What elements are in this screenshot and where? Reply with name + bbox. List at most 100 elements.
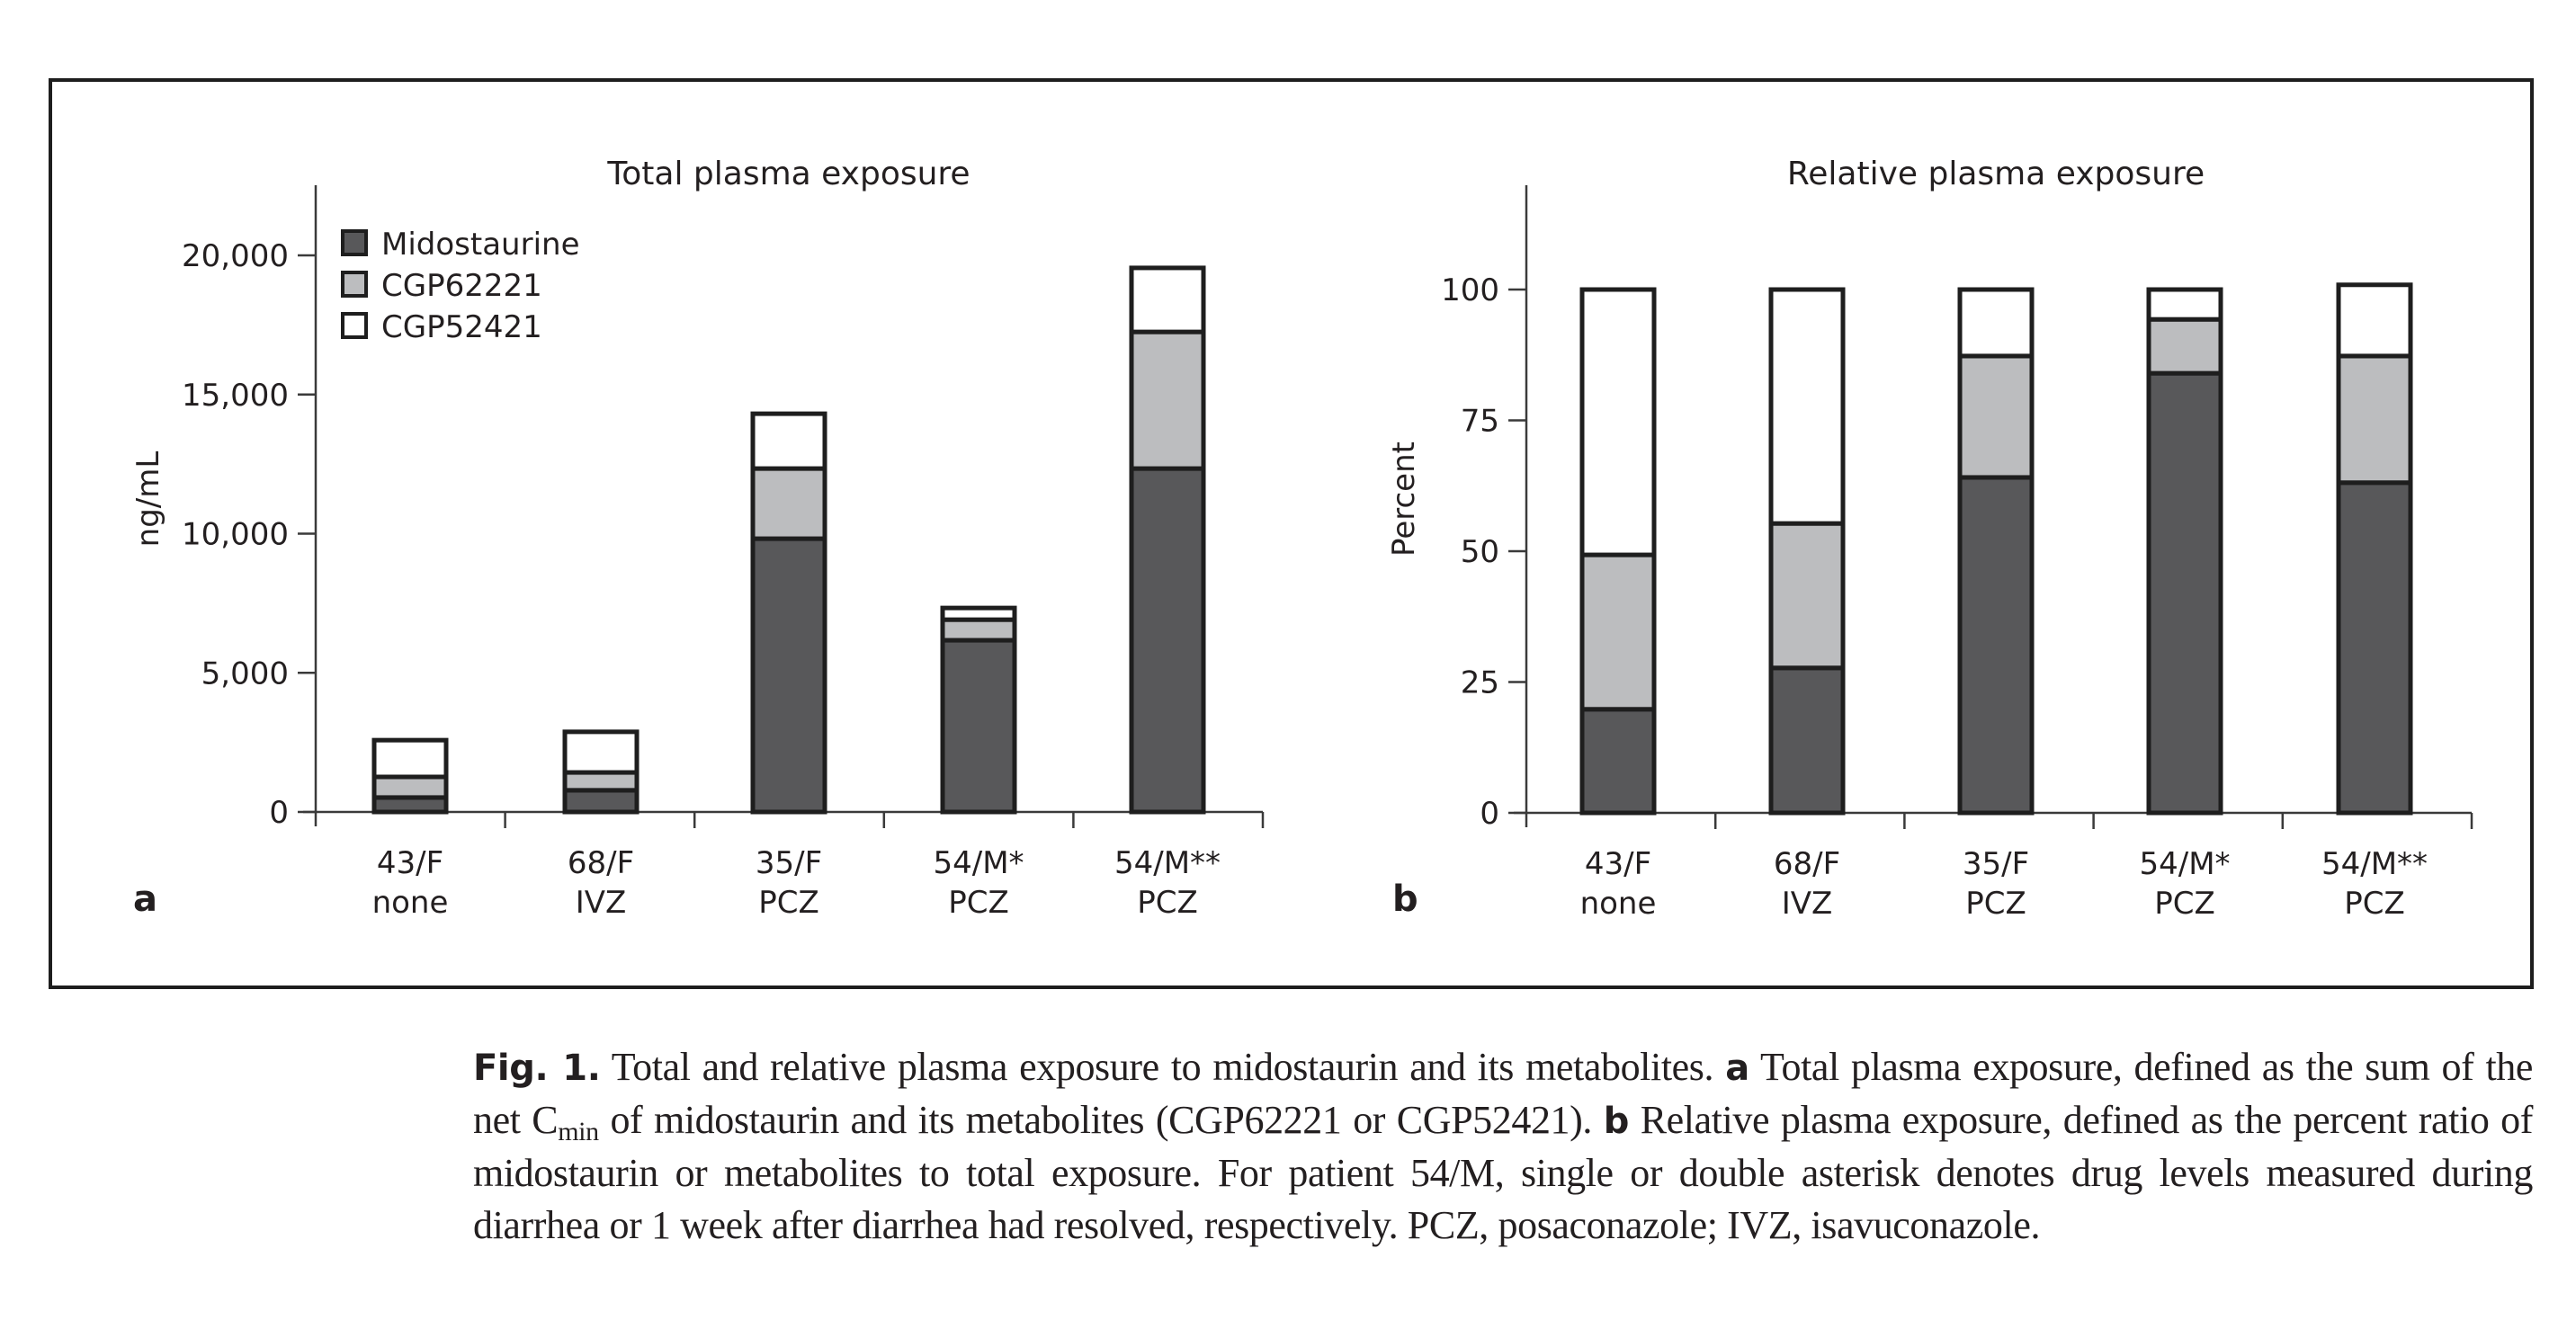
stacked-bar-54m <box>2146 287 2223 816</box>
bar-segment-cgp62221 <box>940 617 1017 643</box>
x-tick-label-patient: 68/F <box>1774 846 1840 882</box>
legend-label-cgp62221: CGP62221 <box>381 268 542 304</box>
x-tick-label-patient: 68/F <box>568 845 634 881</box>
y-tick-label: 20,000 <box>182 238 289 274</box>
y-tick-label: 0 <box>269 795 289 831</box>
x-tick-label-patient: 54/M* <box>933 845 1024 881</box>
panel-a-x-tick-labels: 43/F none 68/F IVZ 35/F PCZ 54/M* PCZ 54/M** PCZ <box>372 845 1221 921</box>
x-tick-label-patient: 54/M** <box>2321 846 2428 882</box>
x-tick-label-drug: IVZ <box>1782 886 1833 922</box>
caption-text-3: of midostaurin and its metabolites (CGP6… <box>598 1098 1604 1142</box>
bar-segment-cgp62221 <box>1579 552 1657 712</box>
bar-segment-midostaurine <box>2146 370 2223 816</box>
bar-segment-cgp62221 <box>1768 521 1846 671</box>
bar-segment-cgp62221 <box>1129 329 1206 471</box>
x-tick-label-patient: 54/M** <box>1114 845 1221 881</box>
legend-swatch-midostaurine <box>341 229 368 256</box>
bar-segment-cgp52421 <box>1579 287 1657 557</box>
bar-segment-cgp62221 <box>1957 353 2035 480</box>
bar-segment-cgp62221 <box>562 770 640 793</box>
panel-b-y-axis-label: Percent <box>1386 441 1422 557</box>
bar-segment-midostaurine <box>750 536 827 815</box>
stacked-bar-54m <box>2336 282 2413 816</box>
y-tick-label: 50 <box>1461 534 1499 570</box>
x-tick-label-patient: 43/F <box>1585 846 1651 882</box>
legend: Midostaurine CGP62221 CGP52421 <box>341 227 580 345</box>
caption-text-1: Total and relative plasma exposure to mi… <box>600 1045 1726 1089</box>
legend-label-cgp52421: CGP52421 <box>381 309 542 345</box>
x-tick-label-patient: 43/F <box>377 845 443 881</box>
x-tick-label-patient: 35/F <box>1963 846 2029 882</box>
bar-segment-cgp62221 <box>750 466 827 541</box>
y-tick-label: 25 <box>1461 665 1499 701</box>
x-tick-label-drug: PCZ <box>1965 886 2026 922</box>
caption-ref-b: b <box>1603 1101 1630 1142</box>
panel-b-chart: Relative plasma exposure Percent 0 25 50 75… <box>1386 156 2473 922</box>
panel-b-x-tick-labels: 43/F none 68/F IVZ 35/F PCZ 54/M* PCZ 54/M** PCZ <box>1580 846 2428 922</box>
stacked-bar-43f <box>1579 287 1657 816</box>
bar-segment-cgp52421 <box>1957 287 2035 359</box>
legend-swatch-cgp52421 <box>341 312 368 339</box>
bar-segment-cgp62221 <box>2336 353 2413 486</box>
stacked-bar-54m <box>1129 265 1206 815</box>
x-tick-label-drug: none <box>1580 886 1657 922</box>
panel-b-bars <box>1579 282 2413 816</box>
legend-label-midostaurine: Midostaurine <box>381 227 580 263</box>
caption-text-2: Total plasma exposure, defined as the su… <box>473 1045 2533 1142</box>
caption-text-4: Relative plasma exposure, defined as the… <box>473 1098 2534 1247</box>
y-tick-label: 0 <box>1480 796 1499 832</box>
bar-segment-midostaurine <box>1129 466 1206 815</box>
x-tick-label-patient: 35/F <box>756 845 822 881</box>
stacked-bar-54m <box>940 605 1017 815</box>
stacked-bar-68f <box>1768 287 1846 816</box>
y-tick-label: 75 <box>1461 404 1499 440</box>
caption-fig-label: Fig. 1. <box>473 1048 601 1089</box>
stacked-bar-35f <box>1957 287 2035 816</box>
legend-swatch-cgp62221 <box>341 271 368 298</box>
bar-segment-midostaurine <box>562 788 640 815</box>
caption-ref-a: a <box>1725 1048 1749 1089</box>
bar-segment-midostaurine <box>1957 475 2035 816</box>
bar-segment-cgp62221 <box>371 774 449 800</box>
x-tick-label-drug: IVZ <box>576 885 627 921</box>
bar-segment-cgp62221 <box>2146 317 2223 376</box>
bar-segment-cgp52421 <box>750 411 827 471</box>
panel-a-bars <box>371 265 1206 815</box>
bar-segment-midostaurine <box>1579 707 1657 816</box>
bar-segment-midostaurine <box>940 638 1017 815</box>
bar-segment-cgp52421 <box>2336 282 2413 359</box>
panel-b-letter: b <box>1392 879 1418 920</box>
stacked-bar-68f <box>562 729 640 815</box>
stacked-bar-43f <box>371 737 449 815</box>
bar-segment-cgp52421 <box>2146 287 2223 322</box>
panel-a-title: Total plasma exposure <box>606 156 970 192</box>
figure-frame <box>49 78 2534 989</box>
figure-caption: Fig. 1. Total and relative plasma exposu… <box>473 1041 2533 1252</box>
caption-subscript: min <box>558 1117 599 1146</box>
panel-a-axes: 0 5,000 10,000 15,000 20,000 <box>182 185 1265 831</box>
y-tick-label: 100 <box>1441 272 1499 308</box>
x-tick-label-patient: 54/M* <box>2139 846 2230 882</box>
x-tick-label-drug: PCZ <box>2154 886 2215 922</box>
x-tick-label-drug: PCZ <box>1137 885 1198 921</box>
bar-segment-cgp52421 <box>562 729 640 775</box>
bar-segment-midostaurine <box>2336 480 2413 816</box>
bar-segment-cgp52421 <box>1768 287 1846 526</box>
bar-segment-cgp52421 <box>940 605 1017 622</box>
x-tick-label-drug: none <box>372 885 449 921</box>
x-tick-label-drug: PCZ <box>758 885 819 921</box>
y-tick-label: 5,000 <box>201 656 289 691</box>
panel-a-y-axis-label: ng/mL <box>130 451 166 548</box>
x-tick-label-drug: PCZ <box>948 885 1009 921</box>
bar-segment-cgp52421 <box>371 737 449 780</box>
y-tick-label: 15,000 <box>182 378 289 414</box>
bar-segment-midostaurine <box>1768 665 1846 816</box>
stacked-bar-35f <box>750 411 827 815</box>
panel-a-letter: a <box>133 879 157 920</box>
panel-a-chart: Total plasma exposure ng/mL 0 5,000 10,000… <box>130 156 1265 921</box>
panel-b-title: Relative plasma exposure <box>1787 156 2205 192</box>
bar-segment-cgp52421 <box>1129 265 1206 334</box>
y-tick-label: 10,000 <box>182 517 289 553</box>
x-tick-label-drug: PCZ <box>2344 886 2405 922</box>
